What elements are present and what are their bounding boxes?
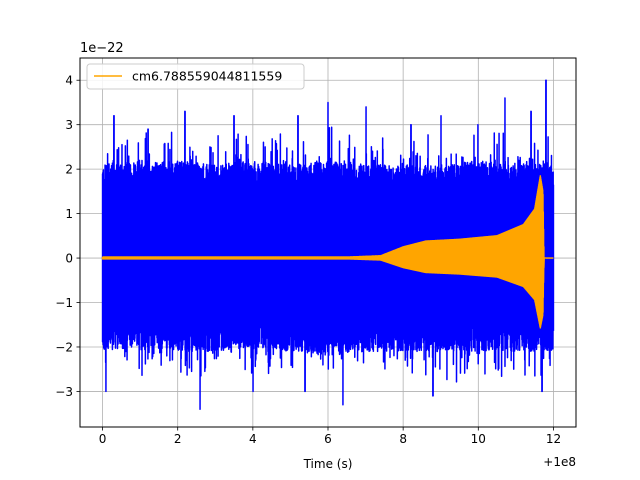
y-tick-label: 1 — [65, 207, 73, 221]
y-tick-label: −3 — [55, 385, 73, 399]
y-tick-label: 3 — [65, 118, 73, 132]
x-offset-label: +1e8 — [543, 455, 576, 469]
x-tick-label: 10 — [471, 432, 486, 446]
chirp-template-line — [101, 175, 547, 329]
y-scale-label: 1e−22 — [80, 41, 124, 56]
y-tick-label: 2 — [65, 163, 73, 177]
legend-box — [86, 63, 305, 90]
y-tick-label: 0 — [65, 252, 73, 266]
x-tick-label: 6 — [324, 432, 332, 446]
x-tick-label: 12 — [546, 432, 561, 446]
x-tick-label: 0 — [99, 432, 107, 446]
legend: cm6.788559044811559 — [86, 63, 305, 90]
y-tick-label: −1 — [55, 296, 73, 310]
legend-label: cm6.788559044811559 — [132, 69, 282, 84]
x-tick-label: 8 — [399, 432, 407, 446]
x-axis-label: Time (s) — [303, 457, 353, 471]
x-tick-label: 4 — [249, 432, 257, 446]
plot-area — [101, 79, 555, 410]
x-tick-label: 2 — [174, 432, 182, 446]
y-tick-label: −2 — [55, 340, 73, 354]
y-tick-label: 4 — [65, 74, 73, 88]
